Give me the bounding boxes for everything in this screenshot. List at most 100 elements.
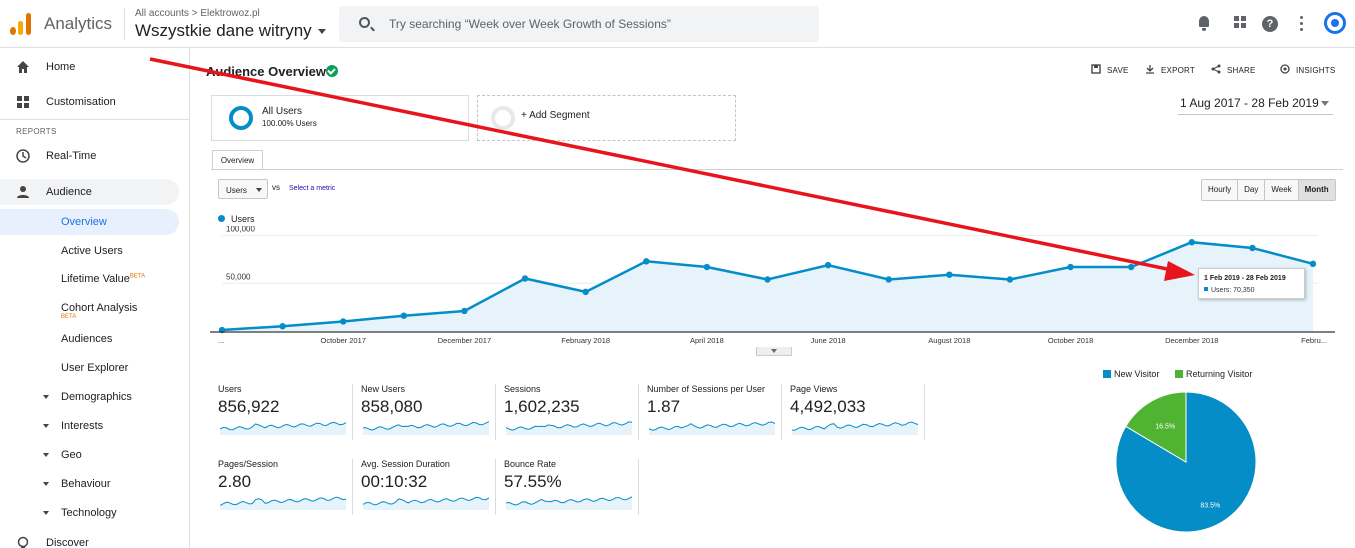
metric-label: Pages/Session xyxy=(218,459,279,469)
add-segment-button[interactable]: + Add Segment xyxy=(477,95,736,141)
data-point xyxy=(340,318,347,325)
x-tick-label: December 2018 xyxy=(1165,336,1218,345)
sidebar-item-user-explorer[interactable]: User Explorer xyxy=(0,355,190,381)
granularity-month-button[interactable]: Month xyxy=(1298,180,1335,200)
metric-label: Sessions xyxy=(504,384,541,394)
metric-avg-session-duration[interactable]: Avg. Session Duration 00:10:32 xyxy=(361,459,496,515)
sidebar-item-cohort-analysis[interactable]: Cohort Analysis BETA xyxy=(0,295,190,321)
sidebar-item-label: Technology xyxy=(61,507,117,519)
x-tick-label: October 2018 xyxy=(1048,336,1093,345)
caret-down-icon xyxy=(43,424,49,428)
metric-sparkline xyxy=(506,421,632,435)
metric-bounce-rate[interactable]: Bounce Rate 57.55% xyxy=(504,459,639,515)
data-point xyxy=(521,275,529,282)
sidebar-item-customisation[interactable]: Customisation xyxy=(0,89,190,115)
select-metric-link[interactable]: Select a metric xyxy=(289,185,336,192)
metric-value: 2.80 xyxy=(218,472,252,491)
metric-value: 4,492,033 xyxy=(790,397,866,416)
data-point xyxy=(1309,260,1317,268)
metric-value: 00:10:32 xyxy=(361,472,428,491)
caret-down-icon xyxy=(43,453,49,457)
pie-legend-new-visitor: New Visitor xyxy=(1103,369,1159,379)
account-breadcrumb[interactable]: All accounts > Elektrowoz.pl xyxy=(135,8,260,19)
data-point xyxy=(1127,263,1135,271)
segment-all-users[interactable]: All Users 100.00% Users xyxy=(211,95,469,141)
visitor-pie-chart: 83.5% 16.5% xyxy=(1115,391,1257,533)
data-point xyxy=(1067,263,1074,271)
property-selector[interactable]: Wszystkie dane witryny xyxy=(135,21,312,40)
tooltip-value-row: Users: 70,350 xyxy=(1204,287,1255,294)
sidebar-item-demographics[interactable]: Demographics xyxy=(0,384,190,410)
metric-sparkline xyxy=(792,421,918,435)
sidebar-item-label: Interests xyxy=(61,420,104,432)
sidebar-item-label: Cohort Analysis xyxy=(61,302,138,314)
help-icon[interactable]: ? xyxy=(1262,16,1278,32)
clock-icon xyxy=(16,149,30,163)
export-button[interactable]: EXPORT xyxy=(1146,65,1195,75)
x-tick-label: February 2018 xyxy=(561,336,610,345)
chart-collapse-handle[interactable] xyxy=(756,347,792,356)
users-line-chart: 50,000 100,000... October 2017 December 201… xyxy=(210,226,1335,345)
metric-sparkline xyxy=(220,496,346,510)
sidebar-item-interests[interactable]: Interests xyxy=(0,413,190,439)
sidebar-item-label: Demographics xyxy=(61,391,132,403)
share-button[interactable]: SHARE xyxy=(1211,64,1256,75)
metric-label: Number of Sessions per User xyxy=(647,384,766,394)
data-point xyxy=(279,323,286,330)
chevron-down-icon[interactable] xyxy=(318,29,326,34)
sidebar-item-label: Overview xyxy=(61,216,107,228)
granularity-day-button[interactable]: Day xyxy=(1238,180,1266,200)
sidebar-item-home[interactable]: Home xyxy=(0,54,190,80)
sidebar-item-lifetime-value[interactable]: Lifetime ValueBETA xyxy=(0,266,190,292)
sidebar-item-technology[interactable]: Technology xyxy=(0,500,190,526)
metric-label: Users xyxy=(218,384,242,394)
analytics-logo-icon[interactable] xyxy=(10,13,32,35)
legend-swatch xyxy=(218,215,225,222)
sidebar-item-behaviour[interactable]: Behaviour xyxy=(0,471,190,497)
search-bar[interactable] xyxy=(339,6,819,42)
person-icon xyxy=(17,186,29,198)
save-button[interactable]: SAVE xyxy=(1091,64,1129,75)
home-icon xyxy=(17,61,29,73)
granularity-week-button[interactable]: Week xyxy=(1265,180,1299,200)
metric-new-users[interactable]: New Users 858,080 xyxy=(361,384,496,440)
metric-label: Avg. Session Duration xyxy=(361,459,450,469)
tab-overview[interactable]: Overview xyxy=(212,150,263,170)
sidebar-item-overview[interactable]: Overview xyxy=(0,209,179,235)
sidebar-item-geo[interactable]: Geo xyxy=(0,442,190,468)
granularity-switch: Hourly Day Week Month xyxy=(1201,179,1336,201)
x-tick-label: Febru... xyxy=(1301,336,1327,345)
add-segment-label: + Add Segment xyxy=(521,110,590,121)
metric-users[interactable]: Users 856,922 xyxy=(218,384,353,440)
legend-label: Users xyxy=(231,214,255,224)
verified-check-icon xyxy=(326,65,338,77)
bell-icon[interactable] xyxy=(1195,14,1215,34)
granularity-hourly-button[interactable]: Hourly xyxy=(1202,180,1239,200)
sidebar-item-realtime[interactable]: Real-Time xyxy=(0,143,190,169)
vs-label: vs xyxy=(272,183,280,192)
date-range-picker[interactable]: 1 Aug 2017 - 28 Feb 2019 xyxy=(1180,96,1319,110)
metric-pages-per-session[interactable]: Pages/Session 2.80 xyxy=(218,459,353,515)
account-icon[interactable] xyxy=(1324,12,1346,34)
insights-button[interactable]: INSIGHTS xyxy=(1280,64,1335,75)
sidebar-item-audience[interactable]: Audience xyxy=(0,179,179,205)
metric-page-views[interactable]: Page Views 4,492,033 xyxy=(790,384,925,440)
apps-grid-icon[interactable] xyxy=(1232,14,1252,34)
search-input[interactable] xyxy=(389,6,809,42)
sidebar-item-label: Discover xyxy=(46,537,89,548)
metric-value: 57.55% xyxy=(504,472,562,491)
chevron-down-icon[interactable] xyxy=(1321,101,1329,106)
sidebar-item-discover[interactable]: Discover xyxy=(0,530,190,548)
sidebar-item-active-users[interactable]: Active Users xyxy=(0,238,190,264)
tooltip-title: 1 Feb 2019 - 28 Feb 2019 xyxy=(1204,275,1286,282)
sidebar-item-audiences[interactable]: Audiences xyxy=(0,326,190,352)
more-vert-icon[interactable] xyxy=(1296,14,1316,34)
data-point xyxy=(1249,244,1256,252)
top-bar: Analytics All accounts > Elektrowoz.pl W… xyxy=(0,0,1355,48)
sidebar-item-label: User Explorer xyxy=(61,362,129,374)
metric-sessions-per-user[interactable]: Number of Sessions per User 1.87 xyxy=(647,384,782,440)
metric-dropdown[interactable]: Users xyxy=(218,179,268,199)
legend-swatch xyxy=(1103,370,1111,378)
metric-sessions[interactable]: Sessions 1,602,235 xyxy=(504,384,639,440)
sidebar-item-label: Home xyxy=(46,61,76,73)
